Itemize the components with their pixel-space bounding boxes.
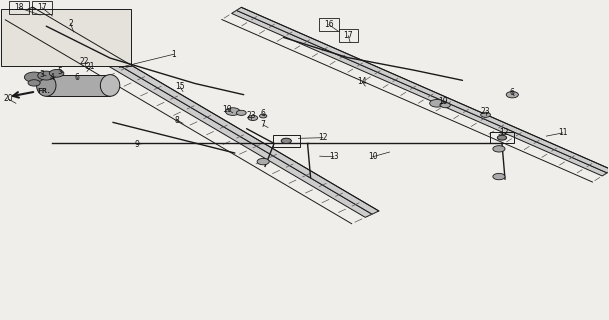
Text: 5: 5 [58,67,63,76]
Text: 6: 6 [261,109,266,118]
Text: 12: 12 [318,133,328,142]
Text: 6: 6 [74,73,79,82]
Text: 8: 8 [175,116,179,125]
Circle shape [430,100,444,107]
Bar [46,75,110,96]
Polygon shape [231,10,607,176]
Circle shape [225,108,240,116]
Text: 6: 6 [510,88,515,97]
Circle shape [481,112,490,117]
Polygon shape [26,7,379,214]
Text: 3: 3 [40,70,44,79]
Text: 17: 17 [343,31,353,40]
Circle shape [498,135,507,140]
Bar [273,135,300,147]
Text: 19: 19 [222,105,231,114]
Text: 19: 19 [438,97,448,106]
Circle shape [257,158,269,165]
Text: 21: 21 [86,62,96,71]
Circle shape [493,173,505,180]
Text: 1: 1 [172,50,176,59]
Circle shape [506,92,518,98]
Text: 18: 18 [14,3,24,12]
Text: 4: 4 [50,73,55,82]
Polygon shape [236,7,609,173]
Circle shape [28,80,40,86]
Text: 11: 11 [558,128,568,137]
Text: 14: 14 [357,77,367,86]
Circle shape [493,146,505,152]
Text: 17: 17 [37,3,47,12]
Bar [32,1,52,14]
Text: 23: 23 [246,111,256,120]
Text: 16: 16 [324,20,334,29]
Polygon shape [19,10,372,217]
Circle shape [24,72,44,82]
Text: 7: 7 [261,120,266,130]
Bar [9,1,29,14]
Text: 23: 23 [481,107,490,116]
Text: 10: 10 [368,152,378,161]
Circle shape [259,114,267,118]
Bar [1,9,132,66]
Text: FR.: FR. [37,88,50,93]
Text: 20: 20 [3,94,13,103]
Bar [319,18,339,31]
Text: 22: 22 [80,57,90,66]
Ellipse shape [37,75,56,96]
Circle shape [236,110,246,116]
Text: 9: 9 [135,140,140,148]
Circle shape [248,116,258,121]
Text: 15: 15 [175,82,185,91]
Circle shape [49,69,64,77]
Circle shape [38,71,55,80]
Text: 2: 2 [68,19,73,28]
Bar [339,29,358,42]
Text: 13: 13 [329,152,339,161]
Circle shape [440,103,450,108]
Text: 12: 12 [499,128,509,137]
Circle shape [281,138,291,144]
Bar [490,132,514,143]
Ellipse shape [100,75,120,96]
